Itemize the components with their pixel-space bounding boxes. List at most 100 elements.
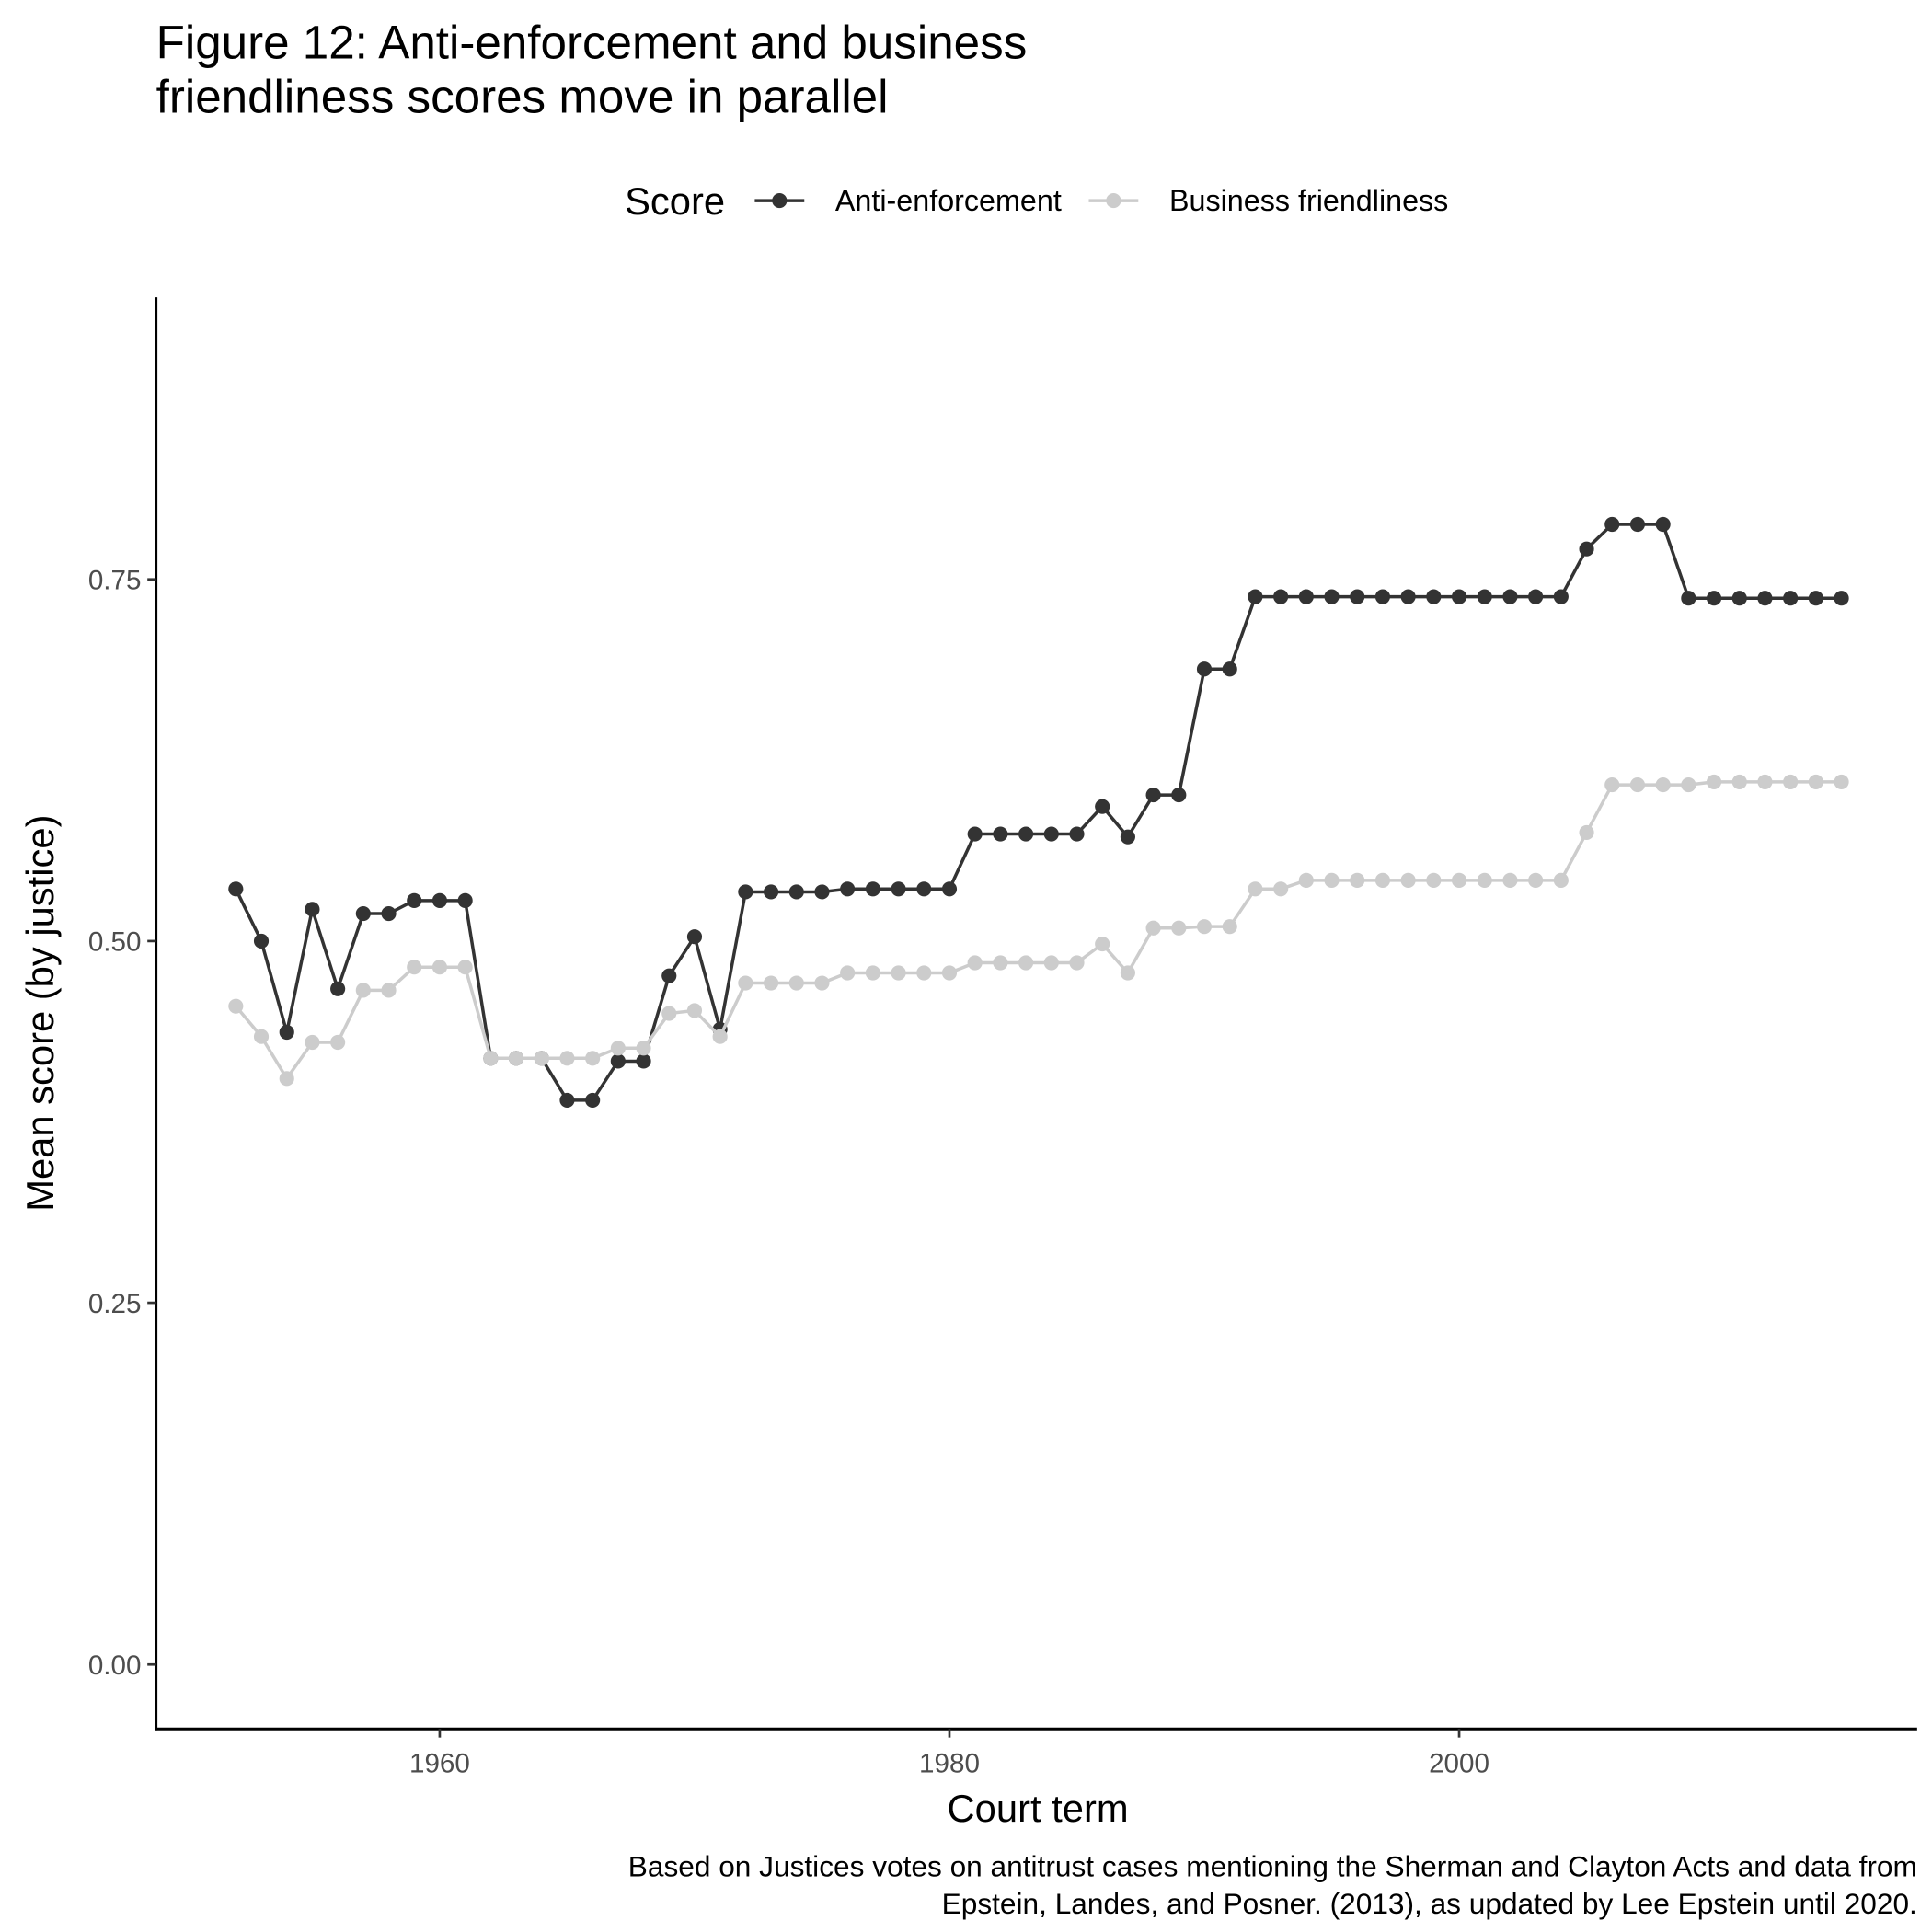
data-point bbox=[1043, 826, 1059, 842]
data-point bbox=[967, 826, 983, 842]
data-point bbox=[1681, 591, 1696, 606]
data-point bbox=[279, 1024, 294, 1041]
data-point bbox=[1477, 872, 1492, 888]
data-point bbox=[1808, 774, 1823, 789]
data-point bbox=[967, 955, 983, 971]
data-point bbox=[1374, 589, 1391, 604]
data-point bbox=[228, 998, 244, 1014]
data-point bbox=[1477, 589, 1492, 604]
data-point bbox=[1834, 774, 1849, 789]
data-point bbox=[840, 965, 856, 981]
data-point bbox=[1426, 872, 1442, 888]
data-point bbox=[1196, 919, 1213, 935]
data-point bbox=[330, 981, 346, 996]
data-point bbox=[1451, 589, 1467, 604]
x-tick-label: 1980 bbox=[919, 1748, 980, 1778]
legend-title: Score bbox=[625, 179, 725, 223]
legend-label: Anti-enforcement bbox=[835, 184, 1062, 217]
data-point bbox=[1069, 826, 1085, 842]
data-point bbox=[1604, 776, 1620, 793]
data-point bbox=[1451, 872, 1467, 888]
legend-key bbox=[1088, 193, 1139, 209]
data-point bbox=[1324, 872, 1340, 888]
data-point bbox=[457, 892, 473, 908]
data-point bbox=[1298, 872, 1314, 888]
data-point bbox=[381, 905, 397, 922]
data-point bbox=[686, 929, 703, 945]
legend-swatch-point bbox=[772, 193, 788, 209]
data-point bbox=[1043, 955, 1059, 971]
data-point bbox=[305, 902, 320, 917]
data-point bbox=[534, 1051, 549, 1066]
y-axis-title: Mean score (by justice) bbox=[18, 815, 62, 1212]
data-point bbox=[814, 975, 830, 991]
data-point bbox=[1374, 872, 1391, 888]
data-point bbox=[1069, 955, 1085, 971]
data-point bbox=[1145, 920, 1161, 936]
data-point bbox=[1273, 881, 1289, 897]
data-point bbox=[941, 965, 958, 981]
data-point bbox=[355, 983, 371, 998]
data-point bbox=[763, 884, 779, 900]
data-point bbox=[712, 1029, 728, 1044]
data-point bbox=[1731, 774, 1747, 789]
data-point bbox=[1120, 829, 1135, 845]
data-point bbox=[253, 933, 270, 949]
data-point bbox=[686, 1003, 703, 1018]
data-point bbox=[993, 826, 1008, 842]
legend-swatch-point bbox=[1106, 193, 1121, 209]
data-point bbox=[1171, 787, 1187, 803]
data-point bbox=[508, 1051, 524, 1066]
data-point bbox=[610, 1041, 626, 1056]
data-point bbox=[1400, 872, 1416, 888]
chart-title: friendliness scores move in parallel bbox=[156, 71, 889, 123]
data-point bbox=[1145, 787, 1161, 803]
data-point bbox=[1248, 589, 1263, 604]
data-point bbox=[661, 968, 677, 983]
data-point bbox=[457, 960, 473, 975]
data-point bbox=[610, 1053, 626, 1069]
x-tick-label: 1960 bbox=[409, 1748, 470, 1778]
data-point bbox=[1783, 774, 1799, 789]
data-point bbox=[483, 1051, 499, 1066]
data-point bbox=[1579, 824, 1594, 841]
data-point bbox=[788, 884, 804, 900]
data-point bbox=[1783, 591, 1799, 606]
data-point bbox=[1757, 774, 1773, 789]
data-point bbox=[1171, 920, 1187, 936]
caption: Epstein, Landes, and Posner. (2013), as … bbox=[942, 1887, 1917, 1920]
data-point bbox=[1629, 776, 1646, 793]
data-point bbox=[1553, 589, 1569, 604]
data-point bbox=[407, 892, 422, 908]
data-point bbox=[865, 881, 880, 897]
data-point bbox=[1553, 872, 1569, 888]
data-point bbox=[738, 975, 753, 991]
data-point bbox=[1350, 589, 1365, 604]
data-point bbox=[1196, 661, 1213, 677]
data-point bbox=[1324, 589, 1340, 604]
data-point bbox=[1248, 881, 1263, 897]
y-tick-label: 0.00 bbox=[88, 1650, 142, 1681]
data-point bbox=[381, 983, 397, 998]
data-point bbox=[431, 960, 448, 975]
data-point bbox=[1426, 589, 1442, 604]
data-point bbox=[1018, 826, 1034, 842]
data-point bbox=[1018, 955, 1034, 971]
data-point bbox=[1350, 872, 1365, 888]
data-point bbox=[891, 881, 906, 897]
data-point bbox=[916, 965, 932, 981]
data-point bbox=[993, 955, 1008, 971]
data-point bbox=[1731, 591, 1747, 606]
data-point bbox=[738, 884, 753, 900]
data-point bbox=[1222, 919, 1237, 935]
data-point bbox=[840, 881, 856, 897]
data-point bbox=[1834, 591, 1849, 606]
data-point bbox=[1095, 936, 1110, 952]
data-point bbox=[1706, 591, 1722, 606]
data-point bbox=[253, 1029, 270, 1044]
data-point bbox=[636, 1053, 651, 1069]
data-point bbox=[559, 1092, 575, 1108]
data-point bbox=[1808, 591, 1823, 606]
